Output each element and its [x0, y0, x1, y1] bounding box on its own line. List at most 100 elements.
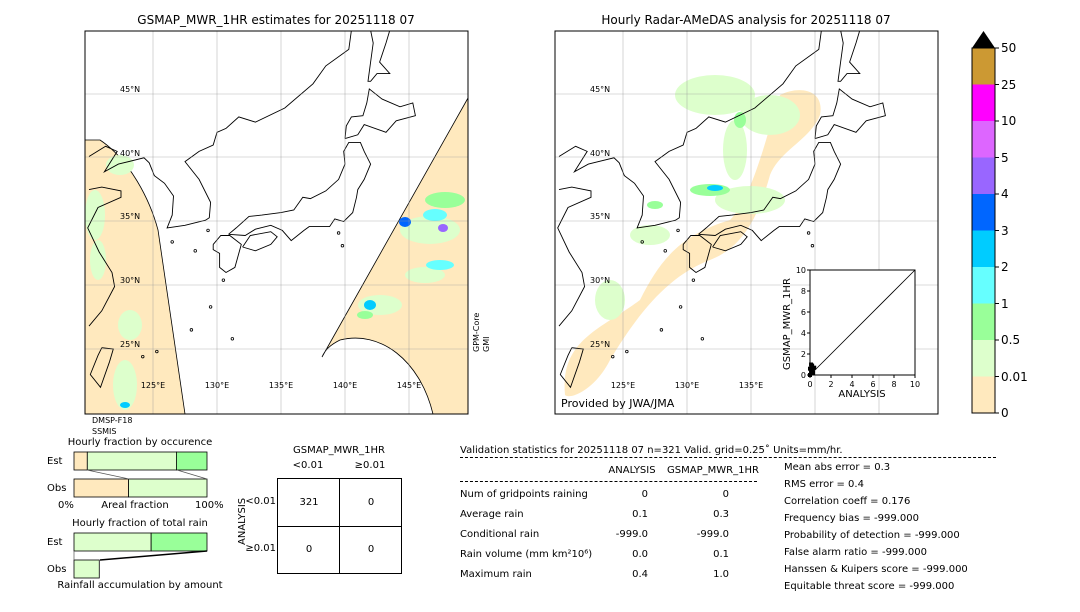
connector [176, 469, 208, 480]
stats-score: Probability of detection = -999.000 [784, 530, 960, 541]
island [691, 278, 696, 282]
island [155, 349, 159, 354]
fraction-bar-segment [176, 451, 208, 471]
stats-analysis-value: -999.0 [615, 529, 648, 540]
colorbar-tick-label: 0 [1001, 406, 1009, 420]
left-map-title: GSMAP_MWR_1HR estimates for 20251118 07 [137, 13, 415, 27]
contingency-row-label: <0.01 [245, 496, 276, 507]
island [336, 231, 341, 235]
rain-patch [675, 75, 755, 115]
rain-patch [715, 186, 785, 214]
colorbar-segment [972, 194, 995, 231]
island [206, 228, 210, 233]
cell-hit: 321 [299, 497, 319, 508]
lon-label: 140°E [332, 381, 358, 390]
scatter-x-tick: 2 [828, 380, 833, 389]
colorbar-tick-label: 3 [1001, 223, 1009, 238]
coastline-korea [88, 31, 352, 229]
island [640, 240, 644, 244]
coastline-hokkaido [814, 88, 886, 140]
colorbar-segment [972, 267, 995, 304]
stats-analysis-value: 0 [641, 489, 648, 500]
scatter-point [812, 365, 817, 370]
colorbar-extend-arrow [972, 31, 995, 48]
scatter-diagonal [809, 269, 916, 376]
scatter-y-tick: 10 [796, 266, 806, 275]
scatter-y-tick: 4 [801, 329, 806, 338]
scatter-xlabel: ANALYSIS [838, 389, 886, 400]
coastline-shikoku [712, 231, 748, 252]
left-map-frame [84, 30, 469, 415]
colorbar-tick-label: 1 [1001, 296, 1009, 311]
coastline-honshu [698, 141, 842, 242]
stats-gsmap-value: 1.0 [713, 569, 729, 580]
scatter-x-tick: 10 [910, 380, 920, 389]
rain-patch [423, 209, 447, 221]
stats-gsmap-value: 0.1 [713, 549, 729, 560]
colorbar-tick-label: 5 [1001, 150, 1009, 165]
rain-patch [425, 192, 465, 208]
colorbar-tick-label: 0.5 [1001, 333, 1021, 347]
contingency-col-label: ≥0.01 [354, 460, 386, 471]
rain-patch [426, 260, 454, 270]
island [700, 337, 705, 341]
island [230, 337, 235, 341]
right-map-frame [554, 30, 939, 415]
rain-patch [358, 295, 402, 315]
lat-label: 40°N [120, 149, 141, 158]
coastline-shikoku [242, 231, 278, 252]
colorbar-segment [972, 121, 995, 158]
stats-analysis-value: 0.4 [632, 569, 648, 580]
rain-patch [106, 155, 134, 175]
lat-label: 35°N [120, 212, 141, 221]
connector [99, 550, 208, 561]
stats-gsmap-value: 0.3 [713, 509, 729, 520]
rain-patch [500, 338, 540, 362]
lat-label: 45°N [120, 85, 141, 94]
cell: 0 [367, 497, 375, 508]
totalrain-xlabel: Rainfall accumulation by amount [57, 580, 223, 591]
fraction-bar-segment [128, 478, 208, 498]
tr-est-label: Est [47, 537, 63, 548]
contingency-table: 321 0 0 0 [277, 478, 402, 574]
rain-patch [85, 190, 105, 240]
cell: 0 [367, 544, 375, 555]
rain-patch [438, 224, 448, 232]
stats-row-label: Rain volume (mm km²10⁶) [460, 549, 593, 560]
rain-patch [707, 185, 723, 191]
scatter-x-tick: 4 [849, 380, 854, 389]
lon-label: 130°E [674, 381, 700, 390]
lon-label: 125°E [140, 381, 166, 390]
contingency-col-label: <0.01 [292, 460, 324, 471]
sensor-right-1: GPM-Core [472, 312, 481, 352]
island [810, 244, 815, 248]
island [625, 349, 629, 354]
island [676, 228, 680, 233]
scatter-y-tick: 6 [801, 308, 806, 317]
colorbar-tick-label: 50 [1001, 41, 1017, 55]
lat-label: 35°N [590, 212, 611, 221]
tr-obs-label: Obs [47, 564, 67, 575]
rain-patch [740, 95, 800, 135]
contingency-row-label: ≥0.01 [245, 543, 276, 554]
lat-label: 25°N [120, 340, 141, 349]
island [340, 244, 345, 248]
coastline-sakhalin [367, 31, 391, 82]
colorbar-tick-label: 2 [1001, 260, 1009, 274]
lon-label: 135°E [738, 381, 764, 390]
island [141, 354, 145, 359]
stats-gsmap-value: -999.0 [696, 529, 729, 540]
coastline-china [87, 186, 122, 327]
island [611, 354, 615, 359]
colorbar-tick-label: 25 [1001, 77, 1017, 92]
scatter-y-tick: 0 [801, 371, 806, 380]
stats-score: Frequency bias = -999.000 [784, 513, 919, 524]
coastline-honshu [228, 141, 372, 242]
fraction-bar-segment [73, 532, 152, 552]
scatter-y-tick: 2 [801, 350, 806, 359]
colorbar-segment [972, 84, 995, 121]
stats-analysis-value: 0.0 [632, 549, 648, 560]
sensor-left-1: DMSP-F18 [92, 416, 133, 425]
